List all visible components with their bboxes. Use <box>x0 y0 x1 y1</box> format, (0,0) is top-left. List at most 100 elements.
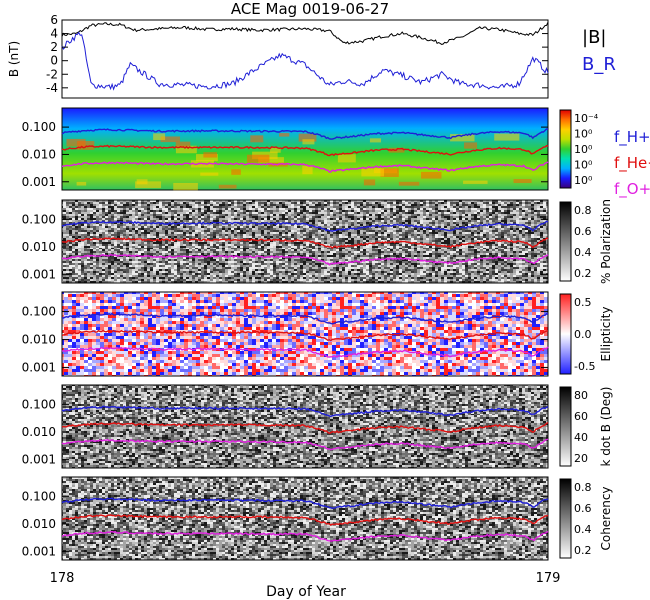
polarization-panel-frame <box>61 199 549 284</box>
power-hotspot <box>175 145 197 154</box>
ellipticity-y-tick-label: 0.010 <box>22 333 56 347</box>
b-panel-frame <box>61 19 549 99</box>
coherency-colorbar-label: Coherency <box>599 486 613 550</box>
b-y-tick-label: 2 <box>50 40 58 54</box>
kdotb-colorbar-tick: 60 <box>574 410 588 423</box>
power-hotspot <box>160 136 180 143</box>
coherency-colorbar-tick: 0.4 <box>574 523 592 536</box>
fh-gyro-line-power <box>61 128 549 140</box>
polarization-y-tick-label: 0.010 <box>22 240 56 254</box>
ellipticity-colorbar-tick: -0.5 <box>574 360 595 373</box>
power-hotspot <box>421 171 442 179</box>
legend-fo: f_O+ <box>614 180 650 199</box>
power-hotspot <box>195 154 218 162</box>
ellipticity-colorbar-tick: 0.5 <box>574 296 592 309</box>
power-colorbar-tick: 10⁰ <box>574 159 593 172</box>
coherency-colorbar <box>559 478 572 559</box>
fo-gyro-line-polarization <box>62 253 549 266</box>
power-hotspot <box>218 184 237 189</box>
kdotb-colorbar <box>559 386 572 467</box>
fo-gyro-line-coherency <box>61 530 549 542</box>
polarization-colorbar-tick: 0.2 <box>574 267 592 280</box>
kdotb-y-tick-label: 0.100 <box>22 397 56 411</box>
polarization-y-tick-label: 0.001 <box>22 268 56 282</box>
btotal-series-line <box>61 21 549 45</box>
power-hotspot <box>513 179 532 184</box>
x-axis-label: Day of Year <box>266 584 346 600</box>
power-y-tick-label: 0.100 <box>22 120 56 134</box>
power-hotspot <box>153 133 166 141</box>
coherency-y-tick-label: 0.001 <box>22 545 56 559</box>
fhe-gyro-line-polarization <box>61 237 549 249</box>
fo-gyro-line-power <box>61 161 549 173</box>
kdotb-colorbar-tick: 20 <box>574 452 588 465</box>
power-colorbar-tick: 10⁻⁴ <box>574 112 599 125</box>
ellipticity-y-tick-label: 0.100 <box>22 305 56 319</box>
fh-gyro-line-coherency <box>61 497 549 510</box>
kdotb-y-tick-label: 0.001 <box>22 453 56 467</box>
fhe-gyro-line-power <box>61 144 549 157</box>
ellipticity-colorbar-label: Ellipticity <box>599 307 613 362</box>
power-hotspot <box>363 179 376 186</box>
power-hotspot <box>298 133 317 142</box>
kdotb-y-tick-label: 0.010 <box>22 425 56 439</box>
fh-gyro-line-ellipticity <box>61 312 549 325</box>
b-y-tick-label: 4 <box>50 27 58 41</box>
ellipticity-y-tick-label: 0.001 <box>22 361 56 375</box>
power-hotspot <box>494 133 520 141</box>
power-colorbar <box>559 109 572 189</box>
power-hotspot <box>302 165 313 175</box>
power-hotspot <box>398 181 420 186</box>
fhe-gyro-line-coherency <box>61 514 549 526</box>
power-hotspot <box>337 154 356 163</box>
fhe-gyro-line-kdotb <box>61 421 549 434</box>
power-hotspot <box>231 169 241 175</box>
power-hotspot <box>361 168 384 177</box>
chart-title: ACE Mag 0019-06-27 <box>231 0 389 18</box>
power-hotspot <box>380 168 399 177</box>
power-colorbar-tick: 10⁰ <box>574 174 593 187</box>
power-hotspot <box>464 142 478 149</box>
kdotb-colorbar-label: k dot B (Deg) <box>599 387 613 467</box>
power-hotspot <box>247 154 270 163</box>
polarization-colorbar-tick: 0.6 <box>574 225 592 238</box>
b-y-tick-label: 0 <box>50 54 58 68</box>
power-hotspot <box>270 147 281 153</box>
power-hotspot <box>369 138 382 143</box>
power-hotspot <box>136 179 148 185</box>
power-y-tick-label: 0.010 <box>22 147 56 161</box>
ellipticity-colorbar <box>559 293 572 375</box>
kdotb-colorbar-tick: 40 <box>574 431 588 444</box>
kdotb-colorbar-tick: 80 <box>574 389 588 402</box>
power-hotspot <box>76 181 87 186</box>
power-hotspot <box>203 152 218 158</box>
b-y-tick-label: -4 <box>46 81 58 95</box>
coherency-colorbar-tick: 0.6 <box>574 502 592 515</box>
coherency-y-tick-label: 0.010 <box>22 517 56 531</box>
legend-br: B_R <box>582 54 616 75</box>
x-tick-label: 179 <box>536 571 561 586</box>
polarization-y-tick-label: 0.100 <box>22 212 56 226</box>
b-y-axis-label: B (nT) <box>7 41 21 77</box>
fh-gyro-line-kdotb <box>61 405 549 418</box>
coherency-colorbar-tick: 0.8 <box>574 481 592 494</box>
coherency-y-tick-label: 0.100 <box>22 489 56 503</box>
fo-gyro-line-ellipticity <box>61 346 549 358</box>
power-colorbar-tick: 10⁰ <box>574 143 593 156</box>
coherency-panel-frame <box>61 476 549 561</box>
coherency-colorbar-tick: 0.2 <box>574 544 592 557</box>
polarization-colorbar-tick: 0.4 <box>574 246 592 259</box>
legend-btotal: |B| <box>582 27 606 48</box>
br-series-line <box>61 31 549 91</box>
power-hotspot <box>175 141 191 147</box>
ellipticity-colorbar-tick: 0.0 <box>574 328 592 341</box>
b-y-tick-label: 6 <box>50 13 58 27</box>
fhe-gyro-line-ellipticity <box>61 329 549 342</box>
fo-gyro-line-kdotb <box>61 438 549 451</box>
power-hotspot <box>302 139 315 145</box>
power-hotspot <box>135 181 162 189</box>
legend-fhe: f_He+ <box>614 154 650 173</box>
polarization-colorbar <box>559 201 572 282</box>
power-hotspot <box>450 134 475 142</box>
